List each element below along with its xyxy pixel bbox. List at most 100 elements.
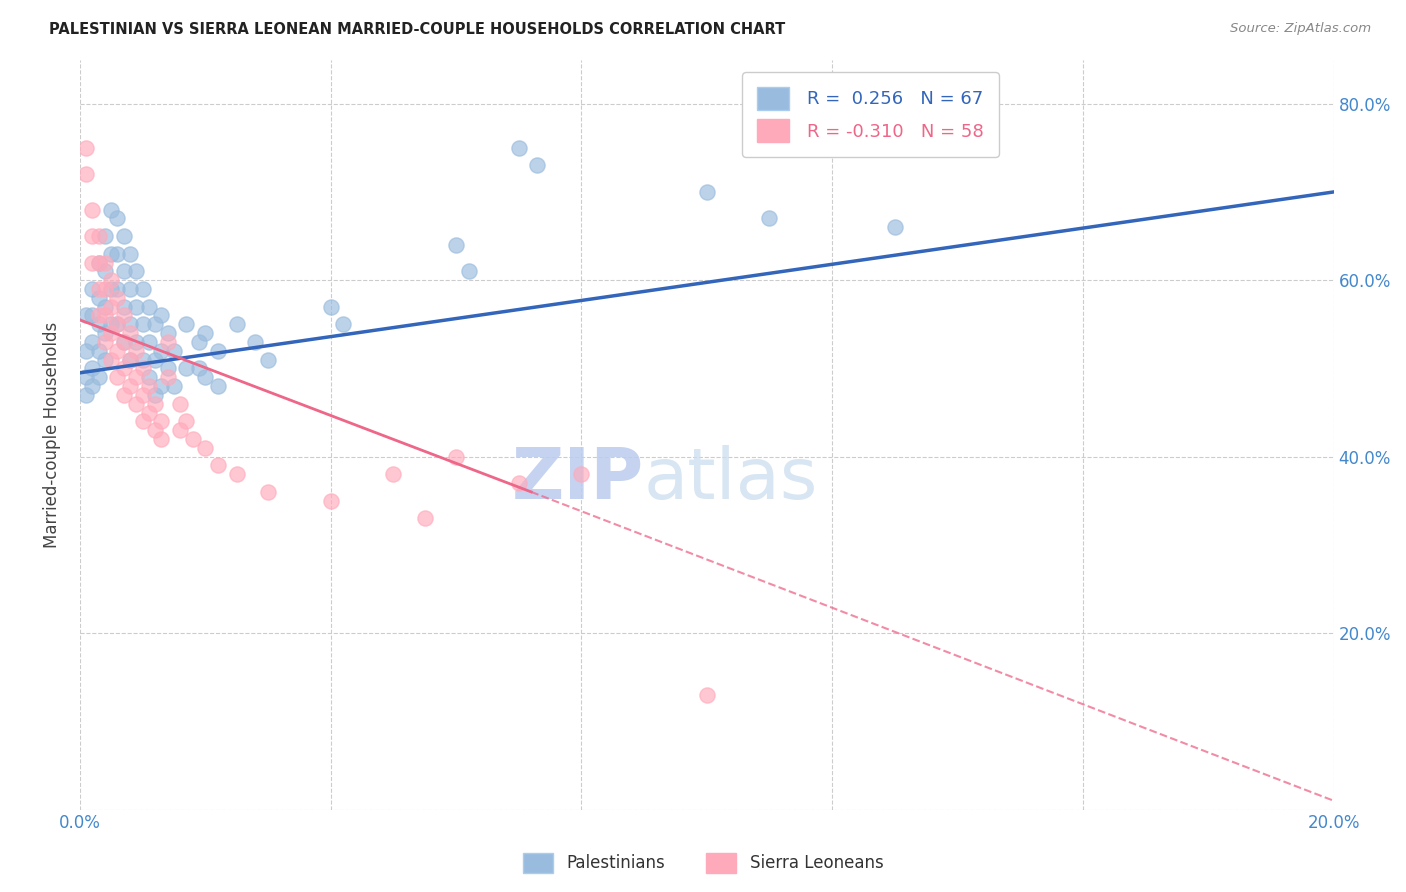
Point <box>107 211 129 226</box>
Point <box>169 423 191 437</box>
Point <box>112 388 135 402</box>
Point <box>457 264 479 278</box>
Point <box>107 282 129 296</box>
Point <box>444 238 467 252</box>
Point <box>181 432 204 446</box>
Point <box>118 246 141 260</box>
Point <box>112 334 135 349</box>
Point <box>75 370 97 384</box>
Point <box>257 352 280 367</box>
Point <box>131 282 153 296</box>
Point <box>87 255 110 269</box>
Point <box>131 318 153 332</box>
Point <box>382 467 405 482</box>
Point <box>138 379 160 393</box>
Point <box>94 255 117 269</box>
Point <box>107 318 129 332</box>
Point <box>100 318 122 332</box>
Point <box>82 202 104 217</box>
Point <box>150 432 173 446</box>
Legend: R =  0.256   N = 67, R = -0.310   N = 58: R = 0.256 N = 67, R = -0.310 N = 58 <box>742 72 998 157</box>
Point <box>225 467 247 482</box>
Point <box>87 318 110 332</box>
Point <box>169 397 191 411</box>
Point <box>131 388 153 402</box>
Point <box>100 300 122 314</box>
Point <box>94 309 117 323</box>
Point <box>100 282 122 296</box>
Point <box>125 397 148 411</box>
Legend: Palestinians, Sierra Leoneans: Palestinians, Sierra Leoneans <box>516 847 890 880</box>
Point <box>413 511 436 525</box>
Point <box>112 300 135 314</box>
Point <box>696 688 718 702</box>
Text: Source: ZipAtlas.com: Source: ZipAtlas.com <box>1230 22 1371 36</box>
Point <box>118 352 141 367</box>
Point <box>319 300 342 314</box>
Point <box>94 300 117 314</box>
Point <box>194 441 217 455</box>
Point <box>188 334 211 349</box>
Point <box>150 414 173 428</box>
Point <box>138 300 160 314</box>
Text: ZIP: ZIP <box>512 445 644 514</box>
Point <box>94 326 117 340</box>
Point <box>112 309 135 323</box>
Point <box>138 405 160 419</box>
Point <box>143 423 166 437</box>
Point <box>176 318 198 332</box>
Point <box>112 334 135 349</box>
Point <box>125 370 148 384</box>
Point <box>150 309 173 323</box>
Point <box>138 334 160 349</box>
Point <box>82 309 104 323</box>
Point <box>444 450 467 464</box>
Point <box>332 318 354 332</box>
Point <box>125 334 148 349</box>
Point <box>94 264 117 278</box>
Point <box>143 352 166 367</box>
Point <box>100 273 122 287</box>
Point <box>107 318 129 332</box>
Point <box>112 264 135 278</box>
Point <box>94 352 117 367</box>
Point <box>75 141 97 155</box>
Point <box>319 493 342 508</box>
Point <box>163 343 186 358</box>
Point <box>156 334 179 349</box>
Point <box>194 370 217 384</box>
Point <box>112 361 135 376</box>
Point <box>75 388 97 402</box>
Point <box>82 229 104 244</box>
Point <box>82 379 104 393</box>
Point <box>82 255 104 269</box>
Point <box>150 343 173 358</box>
Point <box>245 334 267 349</box>
Point <box>100 246 122 260</box>
Point <box>883 220 905 235</box>
Point <box>87 255 110 269</box>
Point <box>100 326 122 340</box>
Point <box>156 361 179 376</box>
Point <box>163 379 186 393</box>
Text: PALESTINIAN VS SIERRA LEONEAN MARRIED-COUPLE HOUSEHOLDS CORRELATION CHART: PALESTINIAN VS SIERRA LEONEAN MARRIED-CO… <box>49 22 786 37</box>
Point <box>107 291 129 305</box>
Point <box>87 282 110 296</box>
Point <box>207 379 229 393</box>
Point <box>75 343 97 358</box>
Point <box>225 318 247 332</box>
Point <box>143 388 166 402</box>
Point <box>100 352 122 367</box>
Point <box>156 326 179 340</box>
Point <box>207 458 229 473</box>
Point <box>188 361 211 376</box>
Point <box>87 309 110 323</box>
Point <box>131 361 153 376</box>
Point <box>176 414 198 428</box>
Y-axis label: Married-couple Households: Married-couple Households <box>44 321 60 548</box>
Point <box>94 229 117 244</box>
Point <box>176 361 198 376</box>
Point <box>112 229 135 244</box>
Point <box>94 282 117 296</box>
Point <box>107 343 129 358</box>
